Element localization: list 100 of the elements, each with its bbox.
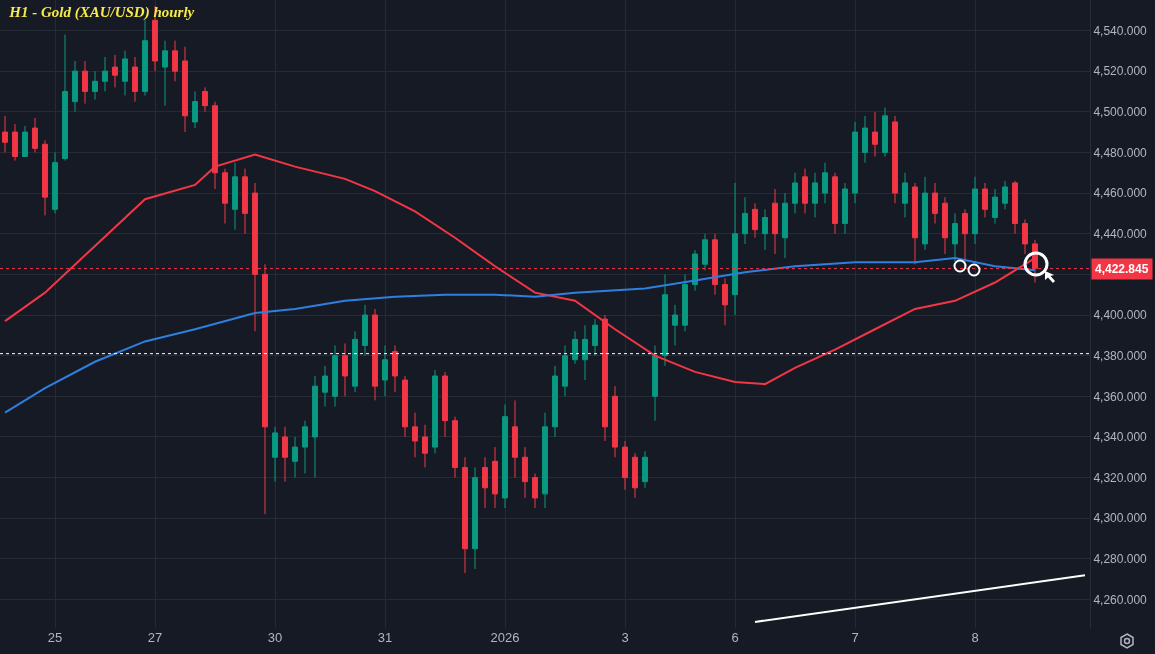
- y-tick-label: 4,340.000: [1093, 430, 1148, 445]
- candlestick: [222, 168, 228, 225]
- candlestick: [142, 19, 148, 97]
- candlestick: [592, 318, 598, 357]
- candlestick: [282, 426, 288, 483]
- candlestick: [892, 115, 898, 204]
- candlestick: [242, 168, 248, 235]
- candlestick: [422, 424, 428, 468]
- candlestick: [472, 466, 478, 570]
- candlestick: [132, 56, 138, 103]
- candlestick: [862, 115, 868, 164]
- candlestick: [742, 196, 748, 245]
- candlestick: [912, 182, 918, 265]
- candlestick: [672, 304, 678, 346]
- candlestick: [312, 375, 318, 479]
- candlestick: [552, 365, 558, 438]
- candlestick: [982, 182, 988, 218]
- candlestick: [32, 117, 38, 153]
- candlestick: [182, 46, 188, 133]
- y-tick-label: 4,460.000: [1093, 186, 1148, 201]
- x-tick-label: 25: [47, 630, 63, 645]
- candlestick: [532, 473, 538, 509]
- candlestick: [162, 40, 168, 107]
- candlestick: [662, 273, 668, 367]
- candlestick: [12, 123, 18, 162]
- y-tick-label: 4,320.000: [1093, 470, 1148, 485]
- candlestick: [82, 60, 88, 105]
- candlestick: [1022, 219, 1028, 255]
- candlestick: [812, 172, 818, 218]
- y-tick-label: 4,540.000: [1093, 23, 1148, 38]
- candlestick: [832, 172, 838, 235]
- y-tick-label: 4,260.000: [1093, 592, 1148, 607]
- x-tick-label: 30: [267, 630, 283, 645]
- candlestick: [872, 111, 878, 157]
- candlestick: [392, 345, 398, 393]
- candlestick: [412, 412, 418, 458]
- candlestick: [762, 208, 768, 251]
- candlestick: [772, 188, 778, 255]
- candlestick: [842, 182, 848, 235]
- y-tick-label: 4,380.000: [1093, 348, 1148, 363]
- candlestick: [932, 182, 938, 225]
- candlestick: [2, 115, 8, 153]
- candlestick: [72, 60, 78, 113]
- candlestick: [382, 345, 388, 397]
- candlestick: [352, 330, 358, 393]
- candlestick: [652, 345, 658, 422]
- candlestick: [582, 324, 588, 381]
- candlestick: [102, 56, 108, 92]
- candlestick: [272, 426, 278, 483]
- candlestick: [342, 342, 348, 397]
- candlestick: [992, 188, 998, 225]
- candlestick: [922, 176, 928, 251]
- candlestick: [192, 90, 198, 129]
- y-tick-label: 4,360.000: [1093, 389, 1148, 404]
- candlestick: [232, 162, 238, 231]
- y-tick-label: 4,500.000: [1093, 104, 1148, 119]
- candlestick: [92, 70, 98, 101]
- candlestick: [112, 54, 118, 88]
- candlestick: [482, 456, 488, 509]
- candlestick: [502, 403, 508, 509]
- candlestick: [172, 40, 178, 82]
- candlestick: [682, 273, 688, 332]
- candlestick: [452, 416, 458, 479]
- candlestick: [202, 86, 208, 113]
- candlestick: [322, 365, 328, 407]
- chart-title: H1 - Gold (XAU/USD) hourly: [8, 4, 195, 22]
- candlestick: [1002, 180, 1008, 210]
- candlestick: [42, 139, 48, 216]
- candlestick: [952, 212, 958, 263]
- candlestick: [942, 196, 948, 255]
- candlestick: [882, 107, 888, 157]
- candlestick: [512, 399, 518, 479]
- candlestick: [802, 168, 808, 214]
- candlestick: [62, 34, 68, 162]
- x-tick-label: 6: [731, 630, 739, 645]
- candlestick: [122, 50, 128, 97]
- candlestick: [782, 192, 788, 259]
- x-tick-label: 3: [621, 630, 629, 645]
- x-tick-label: 7: [851, 630, 859, 645]
- candlestick: [722, 277, 728, 326]
- candlestick: [572, 330, 578, 365]
- candlestick: [522, 446, 528, 499]
- candlestick: [972, 176, 978, 245]
- y-tick-label: 4,520.000: [1093, 64, 1148, 79]
- candlestick: [732, 182, 738, 316]
- y-tick-label: 4,300.000: [1093, 511, 1148, 526]
- candlestick: [372, 308, 378, 401]
- candlestick: [302, 420, 308, 475]
- x-tick-label: 2026: [490, 630, 520, 645]
- y-tick-label: 4,440.000: [1093, 226, 1148, 241]
- y-tick-label: 4,280.000: [1093, 552, 1148, 567]
- candlestick: [362, 304, 368, 357]
- y-tick-label: 4,400.000: [1093, 308, 1148, 323]
- candlestick: [642, 450, 648, 489]
- candlestick: [292, 436, 298, 479]
- candlestick: [852, 121, 858, 204]
- candlestick: [632, 452, 638, 499]
- candlestick: [612, 385, 618, 458]
- candlestick: [702, 233, 708, 271]
- candlestick: [692, 249, 698, 292]
